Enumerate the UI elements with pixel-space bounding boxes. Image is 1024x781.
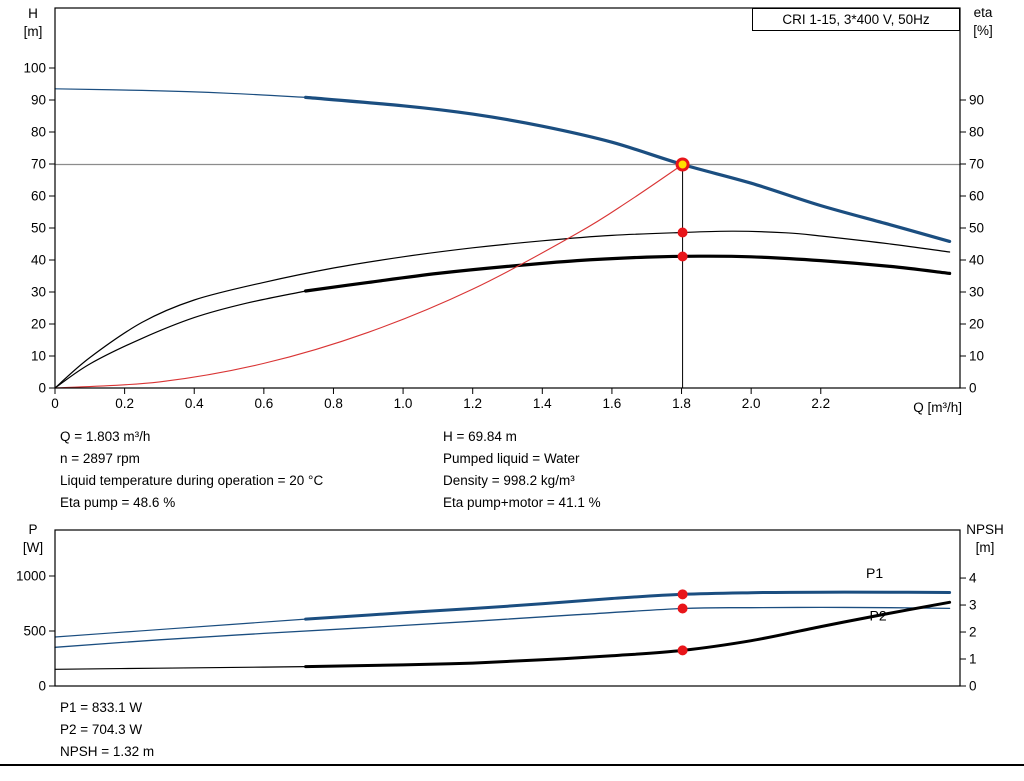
- right-tick-label: 40: [969, 253, 984, 268]
- left-tick-label: 500: [23, 623, 46, 638]
- curve-NPSH: [304, 600, 952, 669]
- x-tick-label: 2.0: [742, 396, 761, 411]
- curve-point-marker[interactable]: [677, 603, 688, 614]
- q-axis-title: Q [m³/h]: [913, 400, 962, 415]
- left-tick-label: 80: [31, 125, 46, 140]
- eta-axis-title: eta [%]: [963, 4, 1003, 40]
- info-npsh: NPSH = 1.32 m: [60, 744, 155, 759]
- curve-point-marker[interactable]: [677, 227, 688, 238]
- duty-point-marker[interactable]: [675, 157, 690, 172]
- x-tick-label: 1.0: [394, 396, 413, 411]
- p-axis-title-line2: [W]: [22, 540, 44, 555]
- left-tick-label: 70: [31, 157, 46, 172]
- right-tick-label: 60: [969, 189, 984, 204]
- x-tick-label: 0.4: [185, 396, 204, 411]
- x-tick-label: 0.8: [324, 396, 343, 411]
- left-tick-label: 10: [31, 349, 46, 364]
- curve-P1: [304, 590, 952, 621]
- npsh-axis-title: NPSH [m]: [961, 521, 1009, 557]
- pump-title: CRI 1-15, 3*400 V, 50Hz: [782, 12, 930, 27]
- right-tick-label: 90: [969, 93, 984, 108]
- p-axis-title-line1: P: [28, 522, 38, 537]
- h-axis-title-line2: [m]: [23, 24, 43, 39]
- p-axis-title: P [W]: [16, 521, 50, 557]
- info-eta-pump-motor: Eta pump+motor = 41.1 %: [443, 495, 601, 510]
- info-p1: P1 = 833.1 W: [60, 700, 143, 715]
- x-tick-label: 1.6: [603, 396, 622, 411]
- eta-axis-title-line2: [%]: [973, 23, 993, 38]
- curve-NPSH: [54, 666, 307, 670]
- right-tick-label: 1: [969, 652, 977, 667]
- x-tick-label: 0.2: [115, 396, 134, 411]
- curve-H-curve: [304, 95, 952, 243]
- info-density: Density = 998.2 kg/m³: [443, 473, 575, 488]
- curve-system-curve: [54, 163, 684, 389]
- info-column-left: Q = 1.803 m³/h n = 2897 rpm Liquid tempe…: [60, 426, 323, 514]
- series-label-P1: P1: [866, 565, 883, 581]
- curve-point-marker[interactable]: [677, 645, 688, 656]
- curve-eta-pump-motor: [54, 290, 307, 389]
- x-tick-label: 1.8: [672, 396, 691, 411]
- npsh-axis-title-line2: [m]: [975, 540, 995, 555]
- info-column-bottom: P1 = 833.1 W P2 = 704.3 W NPSH = 1.32 m: [60, 697, 154, 763]
- curve-P1: [54, 618, 307, 638]
- info-eta-pump: Eta pump = 48.6 %: [60, 495, 176, 510]
- right-tick-label: 3: [969, 598, 977, 613]
- right-tick-label: 30: [969, 285, 984, 300]
- left-tick-label: 50: [31, 221, 46, 236]
- left-tick-label: 0: [38, 381, 46, 396]
- npsh-axis-title-line1: NPSH: [966, 522, 1004, 537]
- right-tick-label: 10: [969, 349, 984, 364]
- right-tick-label: 4: [969, 571, 977, 586]
- right-tick-label: 0: [969, 679, 977, 694]
- right-tick-label: 70: [969, 157, 984, 172]
- left-tick-label: 30: [31, 285, 46, 300]
- info-flow: Q = 1.803 m³/h: [60, 429, 151, 444]
- info-p2: P2 = 704.3 W: [60, 722, 143, 737]
- right-tick-label: 80: [969, 125, 984, 140]
- h-axis-title: H [m]: [16, 5, 50, 41]
- left-tick-label: 20: [31, 317, 46, 332]
- qh-eta-chart: 0 10 20 30 40 50 60 70 80 90 100 0 10 20 30 40 50 60 70 80 9…: [23, 7, 984, 411]
- plot-frame: [54, 7, 961, 389]
- curve-point-marker[interactable]: [677, 589, 688, 600]
- left-tick-label: 1000: [16, 568, 46, 583]
- curve-H-curve: [54, 88, 307, 98]
- curve-eta-pump: [54, 230, 951, 389]
- right-tick-label: 0: [969, 381, 977, 396]
- plot-frame: [54, 529, 961, 687]
- left-tick-label: 40: [31, 253, 46, 268]
- info-speed: n = 2897 rpm: [60, 451, 140, 466]
- info-liquid-temp: Liquid temperature during operation = 20…: [60, 473, 324, 488]
- info-pumped-liquid: Pumped liquid = Water: [443, 451, 580, 466]
- pump-title-box: CRI 1-15, 3*400 V, 50Hz: [752, 8, 960, 31]
- curve-point-marker[interactable]: [677, 251, 688, 262]
- left-tick-label: 0: [38, 679, 46, 694]
- x-tick-label: 2.2: [811, 396, 830, 411]
- curve-P2: [54, 606, 951, 648]
- x-tick-label: 1.2: [463, 396, 482, 411]
- left-tick-label: 60: [31, 189, 46, 204]
- h-axis-title-line1: H: [28, 6, 38, 21]
- x-tick-label: 1.4: [533, 396, 552, 411]
- info-column-right: H = 69.84 m Pumped liquid = Water Densit…: [443, 426, 601, 514]
- left-tick-label: 100: [23, 61, 46, 76]
- x-tick-label: 0: [51, 396, 59, 411]
- bottom-divider: [0, 764, 1024, 766]
- left-tick-label: 90: [31, 93, 46, 108]
- series-label-P2: P2: [870, 607, 887, 623]
- right-tick-label: 2: [969, 625, 977, 640]
- power-npsh-chart: 0 500 1000 0 1 2 3 4 P1 P2: [16, 529, 977, 694]
- x-tick-label: 0.6: [254, 396, 273, 411]
- right-tick-label: 20: [969, 317, 984, 332]
- right-tick-label: 50: [969, 221, 984, 236]
- info-head: H = 69.84 m: [443, 429, 517, 444]
- curve-eta-pump-motor: [304, 254, 952, 293]
- eta-axis-title-line1: eta: [973, 5, 993, 20]
